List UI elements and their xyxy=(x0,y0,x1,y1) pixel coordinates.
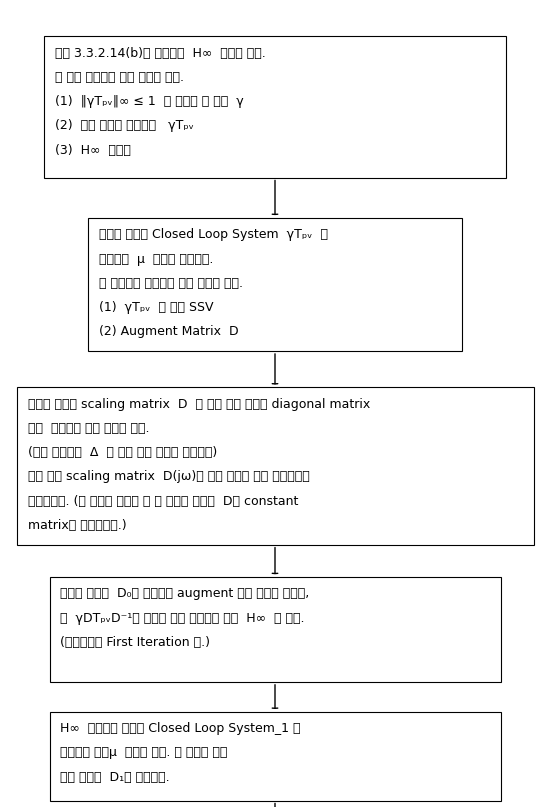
Text: (1)  ‖γTₚᵥ‖∞ ≤ 1  을 만족할 수 있는  γ: (1) ‖γTₚᵥ‖∞ ≤ 1 을 만족할 수 있는 γ xyxy=(55,95,244,108)
Bar xyxy=(16,387,534,545)
Text: (이에 대응되는  Δ  는 서로 다른 요소의 대각행렬): (이에 대응되는 Δ 는 서로 다른 요소의 대각행렬) xyxy=(28,446,217,459)
Text: 로서  주파수에 따라 변하게 된다.: 로서 주파수에 따라 변하게 된다. xyxy=(28,422,149,435)
Text: H∞  계산에서 얻어진 Closed Loop System_1 을: H∞ 계산에서 얻어진 Closed Loop System_1 을 xyxy=(60,722,301,735)
Text: (3)  H∞  제어기: (3) H∞ 제어기 xyxy=(55,144,131,157)
Text: 즉  γDTₚᵥD⁻¹을 만들며 이를 대상으로 다시  H∞  를 한다.: 즉 γDTₚᵥD⁻¹을 만들며 이를 대상으로 다시 H∞ 를 한다. xyxy=(60,612,305,625)
Text: 대상으로 다시μ  설계를 한다. 이 과정을 통해: 대상으로 다시μ 설계를 한다. 이 과정을 통해 xyxy=(60,746,228,759)
Text: 변환시킨다. (단 차수는 임의로 할 수 있으나 일단은  D를 constant: 변환시킨다. (단 차수는 임의로 할 수 있으나 일단은 D를 constan… xyxy=(28,495,298,508)
Text: (1)  γTₚᵥ  에 대한 SSV: (1) γTₚᵥ 에 대한 SSV xyxy=(99,301,213,314)
Text: 이와 같은 scaling matrix  D(jω)를 가장 근사한 값의 상태함수로: 이와 같은 scaling matrix D(jω)를 가장 근사한 값의 상태… xyxy=(28,470,309,483)
Text: 위에서 결정된  D₀를 시스템에 augment 시켜 새로운 시스템,: 위에서 결정된 D₀를 시스템에 augment 시켜 새로운 시스템, xyxy=(60,587,310,600)
Text: 이 결과 계산되는 것은 다음과 같다.: 이 결과 계산되는 것은 다음과 같다. xyxy=(55,71,184,84)
Text: 그림 3.3.2.14(b)를 대상으로  H∞  설계를 한다.: 그림 3.3.2.14(b)를 대상으로 H∞ 설계를 한다. xyxy=(55,47,266,60)
Bar xyxy=(44,36,506,178)
Text: (여기까지가 First Iteration 입.): (여기까지가 First Iteration 입.) xyxy=(60,636,211,649)
Text: 다시 새로운  D₁이 결정된다.: 다시 새로운 D₁이 결정된다. xyxy=(60,771,170,784)
Bar xyxy=(88,218,462,351)
Bar xyxy=(50,712,501,801)
Text: matrix로 근사시킨다.): matrix로 근사시킨다.) xyxy=(28,519,126,532)
Text: 이 과정에서 계산되는 것은 다음과 같다.: 이 과정에서 계산되는 것은 다음과 같다. xyxy=(99,277,243,290)
Text: (2)  전체 폐구프 시스템인   γTₚᵥ: (2) 전체 폐구프 시스템인 γTₚᵥ xyxy=(55,119,194,132)
Text: 대상으로  μ  설계를 실시한다.: 대상으로 μ 설계를 실시한다. xyxy=(99,253,213,266)
Text: 위에서 계산된 scaling matrix  D  는 서로 다른 요소의 diagonal matrix: 위에서 계산된 scaling matrix D 는 서로 다른 요소의 dia… xyxy=(28,398,370,411)
Bar xyxy=(50,577,501,682)
Text: (2) Augment Matrix  D: (2) Augment Matrix D xyxy=(99,325,239,338)
Text: 위에서 계산된 Closed Loop System  γTₚᵥ  을: 위에서 계산된 Closed Loop System γTₚᵥ 을 xyxy=(99,228,328,241)
